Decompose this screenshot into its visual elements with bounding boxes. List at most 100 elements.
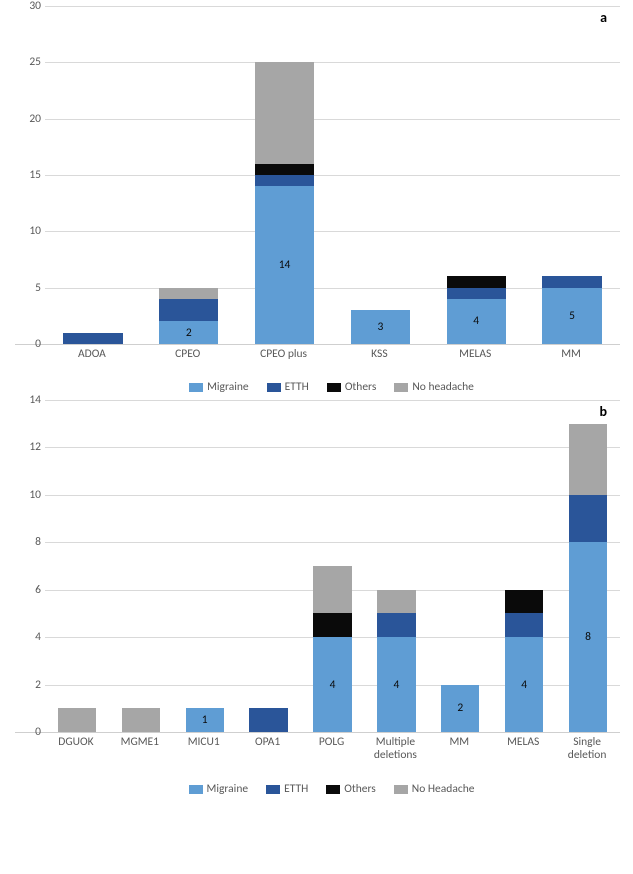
- y-tick-label: 0: [15, 337, 41, 351]
- stacked-bar: [122, 708, 160, 732]
- y-tick-label: 5: [15, 281, 41, 295]
- legend-swatch: [327, 383, 341, 392]
- bar-segment-migraine: 4: [447, 299, 506, 344]
- x-axis-labels: DGUOKMGME1MICU1OPA1POLGMultipledeletions…: [44, 732, 619, 772]
- x-tick-label: MELAS: [427, 344, 523, 370]
- bar-slot: 4: [428, 6, 524, 344]
- legend-item-noheadache: No Headache: [394, 782, 475, 796]
- bar-segment-etth: [159, 299, 218, 322]
- stacked-bar: [249, 708, 287, 732]
- y-tick-label: 30: [15, 0, 41, 13]
- x-tick-label: Singledeletion: [555, 732, 619, 772]
- legend-item-migraine: Migraine: [189, 380, 249, 394]
- bar-segment-noheadache: [58, 708, 96, 732]
- bar-segment-etth: [569, 495, 607, 542]
- x-tick-label: MELAS: [491, 732, 555, 772]
- legend-item-etth: ETTH: [266, 782, 308, 796]
- legend-label: Migraine: [207, 782, 249, 796]
- x-tick-label: ADOA: [44, 344, 140, 370]
- x-tick-label: OPA1: [236, 732, 300, 772]
- plot-area: 02468101214144248: [14, 400, 620, 732]
- bar-slot: 4: [364, 400, 428, 732]
- plot-area: 051015202530214345: [14, 6, 620, 344]
- stacked-bar: 8: [569, 424, 607, 732]
- bar-segment-etth: [249, 708, 287, 732]
- x-tick-label: POLG: [300, 732, 364, 772]
- x-axis-labels: ADOACPEOCPEO plusKSSMELASMM: [44, 344, 619, 370]
- bar-segment-migraine: 2: [159, 321, 218, 344]
- bar-segment-migraine: 8: [569, 542, 607, 732]
- legend-swatch: [394, 383, 408, 392]
- bar-slot: 4: [301, 400, 365, 732]
- bar-segment-noheadache: [255, 62, 314, 163]
- bar-slot: 8: [556, 400, 620, 732]
- legend-swatch: [326, 785, 340, 794]
- x-tick-label: Multipledeletions: [363, 732, 427, 772]
- legend-swatch: [394, 785, 408, 794]
- x-tick-label: KSS: [331, 344, 427, 370]
- bar-segment-noheadache: [569, 424, 607, 495]
- bar-slot: 4: [492, 400, 556, 732]
- bar-slot: [45, 6, 141, 344]
- x-tick-label: MM: [427, 732, 491, 772]
- y-tick-label: 20: [15, 112, 41, 126]
- bar-segment-migraine: 14: [255, 186, 314, 344]
- bars-container: 2 14 3 45: [45, 6, 620, 344]
- bar-slot: 3: [332, 6, 428, 344]
- bar-segment-migraine: 3: [351, 310, 410, 344]
- bar-segment-etth: [377, 613, 415, 637]
- stacked-bar: [63, 333, 122, 344]
- y-tick-label: 0: [15, 725, 41, 739]
- x-tick-label: MGME1: [108, 732, 172, 772]
- chart-legend: Migraine ETTH Others No Headache: [44, 782, 619, 796]
- bar-segment-noheadache: [122, 708, 160, 732]
- legend-label: Migraine: [207, 380, 249, 394]
- legend-label: ETTH: [285, 380, 309, 394]
- stacked-bar: [58, 708, 96, 732]
- legend-swatch: [267, 383, 281, 392]
- bar-slot: 5: [524, 6, 620, 344]
- bar-segment-migraine: 4: [505, 637, 543, 732]
- stacked-bar: 2: [441, 685, 479, 732]
- legend-label: Others: [344, 782, 376, 796]
- chart-legend: MigraineETTHOthersNo headache: [44, 380, 619, 394]
- chart-panel-b: b02468101214144248DGUOKMGME1MICU1OPA1POL…: [14, 400, 619, 796]
- legend-item-etth: ETTH: [267, 380, 309, 394]
- bar-slot: [45, 400, 109, 732]
- bar-slot: 14: [237, 6, 333, 344]
- bar-slot: 2: [141, 6, 237, 344]
- legend-item-others: Others: [326, 782, 376, 796]
- bar-slot: 2: [428, 400, 492, 732]
- x-tick-label: MM: [523, 344, 619, 370]
- stacked-bar: 1: [186, 708, 224, 732]
- y-tick-label: 14: [15, 393, 41, 407]
- legend-swatch: [266, 785, 280, 794]
- bar-segment-migraine: 5: [542, 288, 601, 344]
- x-tick-label: CPEO plus: [236, 344, 332, 370]
- legend-item-migraine: Migraine: [189, 782, 249, 796]
- stacked-bar: 4: [447, 276, 506, 344]
- y-tick-label: 8: [15, 535, 41, 549]
- y-tick-label: 2: [15, 678, 41, 692]
- bar-segment-others: [505, 590, 543, 614]
- bar-segment-etth: [255, 175, 314, 186]
- bar-segment-migraine: 1: [186, 708, 224, 732]
- bar-segment-others: [447, 276, 506, 287]
- y-tick-label: 12: [15, 440, 41, 454]
- y-tick-label: 4: [15, 630, 41, 644]
- bar-segment-migraine: 4: [313, 637, 351, 732]
- stacked-bar: 4: [505, 590, 543, 732]
- bar-slot: 1: [173, 400, 237, 732]
- y-tick-label: 10: [15, 488, 41, 502]
- legend-swatch: [189, 785, 203, 794]
- bar-segment-etth: [505, 613, 543, 637]
- chart-panel-a: a051015202530214345ADOACPEOCPEO plusKSSM…: [14, 6, 619, 394]
- bar-segment-etth: [542, 276, 601, 287]
- x-tick-label: DGUOK: [44, 732, 108, 772]
- stacked-bar: 14: [255, 62, 314, 344]
- legend-label: No Headache: [412, 782, 475, 796]
- legend-label: Others: [345, 380, 377, 394]
- legend-swatch: [189, 383, 203, 392]
- stacked-bar: 2: [159, 288, 218, 344]
- bar-slot: [109, 400, 173, 732]
